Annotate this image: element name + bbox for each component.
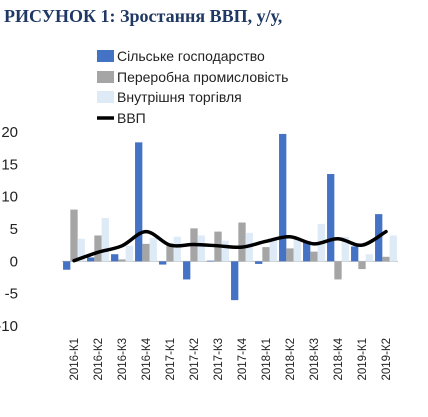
bar-series-2 [293,238,301,262]
x-tick-label: 2017-К2 [189,338,201,381]
bar-series-0 [255,261,263,264]
legend-swatch-0 [97,50,114,62]
bar-series-0 [87,257,95,262]
bar-series-1 [238,222,246,262]
bar-series-1 [118,259,126,262]
bar-series-1 [166,243,174,262]
y-tick-label: -10 [0,318,18,335]
bar-series-2 [149,238,157,262]
x-axis: 2016-К1 2016-К2 2016-К3 2016-К4 2017-К1 2017-… [69,337,393,380]
bar-series-2 [269,240,277,262]
x-tick-label: 2016-К2 [93,338,105,381]
bar-series-2 [173,236,181,262]
x-tick-label: 2019-К1 [357,338,369,381]
x-tick-label: 2017-К1 [165,338,177,381]
bar-series-0 [351,246,359,262]
bar-series-1 [286,248,294,262]
legend-label: Сільське господарство [117,48,265,64]
chart-title: РИСУНОК 1: Зростання ВВП, у/у, [4,6,283,26]
y-tick-label: 5 [10,221,18,238]
y-tick-label: 0 [10,253,18,270]
legend-label: Внутрішня торгівля [117,89,242,105]
bar-series-0 [207,260,215,262]
y-tick-label: 15 [1,156,18,173]
bar-series-1 [262,247,270,262]
bar-series-2 [365,254,373,262]
x-tick-label: 2016-К1 [69,338,81,381]
bar-series-1 [310,251,318,262]
bar-series-1 [142,243,150,262]
bar-series-2 [77,238,85,262]
bar-series-0 [63,261,71,270]
bar-series-2 [125,245,133,262]
x-tick-label: 2017-К4 [237,337,249,380]
bar-series-1 [334,261,342,280]
bars [63,133,397,301]
bar-series-0 [159,261,167,265]
bar-series-0 [279,133,287,262]
legend: Сільське господарство Переробна промислов… [97,48,288,126]
bar-series-2 [221,240,229,262]
bar-series-2 [197,235,205,262]
bar-series-0 [183,261,191,280]
legend-label: Переробна промисловість [117,69,288,85]
legend-swatch-2 [97,91,114,103]
bar-series-0 [111,254,119,262]
bar-series-1 [382,256,390,262]
bar-series-0 [135,142,143,262]
gdp-line-path [72,229,388,263]
y-tick-label: -5 [5,286,18,303]
y-tick-label: 10 [1,189,18,206]
bar-series-0 [231,261,239,301]
bar-series-2 [389,235,397,262]
legend-label: ВВП [117,110,146,126]
bar-series-2 [101,218,109,262]
x-tick-label: 2016-К3 [117,338,129,381]
x-tick-label: 2018-К4 [333,337,345,380]
bar-series-2 [341,236,349,262]
gdp-line [72,229,388,263]
bar-series-1 [358,261,366,270]
x-tick-label: 2018-К2 [285,338,297,381]
legend-swatch-1 [97,71,114,83]
x-tick-label: 2016-К4 [141,337,153,380]
x-tick-label: 2017-К3 [213,338,225,381]
bar-series-1 [94,235,102,262]
bar-series-0 [303,241,311,262]
y-axis: 20 15 10 5 0 -5 -10 [0,124,398,335]
x-tick-label: 2019-К2 [381,338,393,381]
y-tick-label: 20 [1,124,18,141]
x-tick-label: 2018-К3 [309,338,321,381]
bar-series-1 [70,209,78,262]
bar-series-0 [327,174,335,262]
x-tick-label: 2018-К1 [261,338,273,381]
